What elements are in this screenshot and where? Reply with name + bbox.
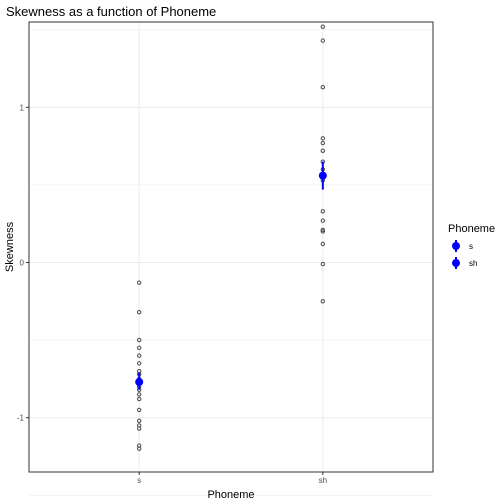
- data-point: [320, 24, 326, 29]
- summary-mean-point: [318, 171, 327, 180]
- data-point: [320, 148, 326, 153]
- legend-title: Phoneme: [448, 223, 495, 235]
- data-point: [136, 426, 142, 431]
- summary-mean-point: [135, 378, 144, 386]
- data-point: [136, 396, 142, 402]
- data-point: [136, 345, 142, 351]
- data-point: [320, 136, 326, 141]
- grid: [29, 22, 433, 496]
- legend: Phoneme s sh: [448, 223, 495, 269]
- data-points: [136, 24, 326, 451]
- data-point: [320, 209, 326, 214]
- x-tick-label: sh: [319, 476, 327, 485]
- y-tick-label: 1: [20, 103, 25, 112]
- legend-label: s: [469, 242, 473, 251]
- y-axis: -1 0 1: [17, 103, 29, 423]
- data-point: [320, 84, 326, 90]
- x-tick-label: s: [137, 476, 141, 485]
- data-point: [136, 353, 142, 358]
- x-axis-title: Phoneme: [207, 489, 254, 501]
- data-point: [320, 299, 326, 304]
- y-tick-label: 0: [20, 259, 25, 268]
- data-point: [320, 227, 326, 233]
- y-tick-label: -1: [17, 414, 25, 423]
- data-point: [136, 361, 142, 366]
- data-point: [136, 280, 142, 285]
- data-point: [320, 140, 326, 146]
- legend-key-point: [452, 259, 460, 267]
- data-point: [320, 261, 326, 267]
- chart-title: Skewness as a function of Phoneme: [6, 4, 216, 19]
- summary-markers: [135, 161, 327, 390]
- x-axis: s sh: [137, 472, 327, 485]
- data-point: [320, 38, 326, 43]
- y-axis-title: Skewness: [4, 221, 16, 272]
- data-point: [136, 407, 142, 413]
- data-point: [136, 309, 142, 315]
- legend-label: sh: [469, 259, 477, 268]
- data-point: [136, 418, 142, 423]
- data-point: [320, 229, 326, 234]
- panel-border: [28, 21, 434, 473]
- legend-key-point: [452, 242, 460, 250]
- data-point: [320, 218, 326, 223]
- data-point: [136, 446, 142, 451]
- data-point: [136, 392, 142, 397]
- data-point: [136, 337, 142, 343]
- data-point: [320, 241, 326, 247]
